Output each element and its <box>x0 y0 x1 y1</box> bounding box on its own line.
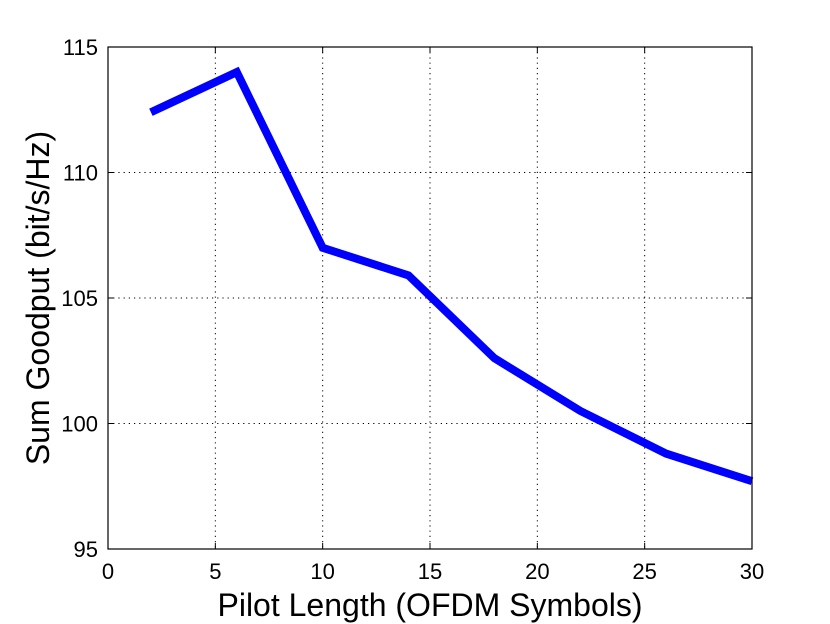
x-axis-label: Pilot Length (OFDM Symbols) <box>217 587 642 623</box>
grid <box>108 47 752 549</box>
series-line <box>149 66 754 486</box>
series-layer <box>149 66 754 486</box>
y-tick-label: 110 <box>63 161 98 186</box>
x-tick-label: 15 <box>418 559 442 584</box>
y-tick-label: 100 <box>61 412 98 437</box>
ticks: 0 5 10 15 20 25 30 95 100 105 110 115 <box>61 35 764 584</box>
y-tick-label: 95 <box>74 537 98 562</box>
y-tick-label: 115 <box>63 35 98 60</box>
x-tick-label: 30 <box>740 559 764 584</box>
x-tick-label: 25 <box>632 559 656 584</box>
y-axis-label: Sum Goodput (bit/s/Hz) <box>20 131 56 465</box>
x-tick-label: 0 <box>102 559 114 584</box>
y-tick-label: 105 <box>61 286 98 311</box>
x-tick-label: 5 <box>209 559 221 584</box>
x-tick-label: 10 <box>310 559 334 584</box>
x-tick-label: 20 <box>525 559 549 584</box>
